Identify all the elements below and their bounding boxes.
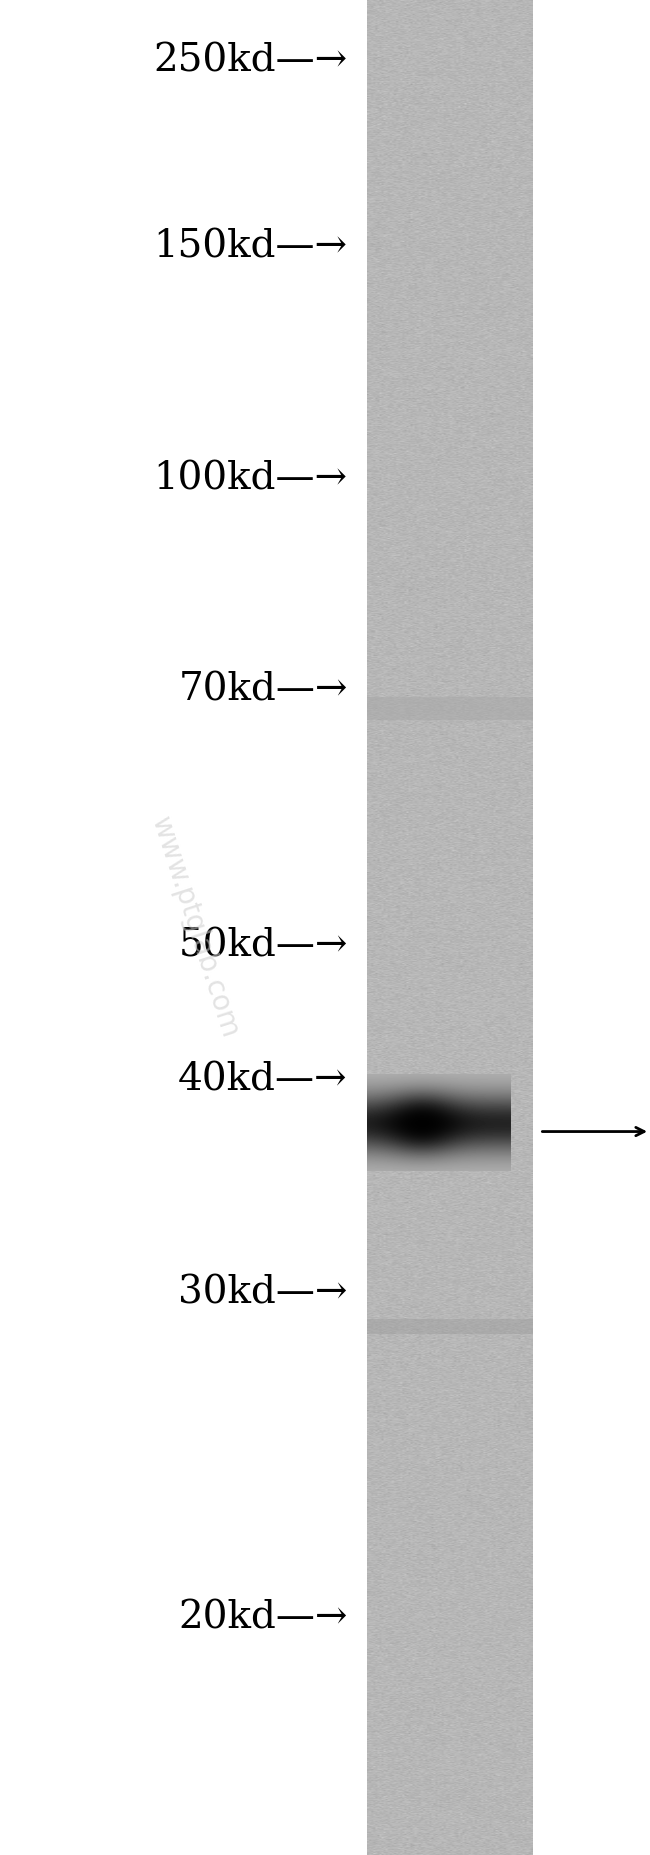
Text: www.ptglab.com: www.ptglab.com <box>146 812 244 1043</box>
Text: 250kd—→: 250kd—→ <box>153 43 348 80</box>
Text: 30kd—→: 30kd—→ <box>178 1274 348 1311</box>
Text: 40kd—→: 40kd—→ <box>178 1061 348 1098</box>
Text: 150kd—→: 150kd—→ <box>153 228 348 265</box>
Text: 70kd—→: 70kd—→ <box>178 672 348 709</box>
Text: 100kd—→: 100kd—→ <box>153 460 348 497</box>
Text: 50kd—→: 50kd—→ <box>178 928 348 965</box>
Text: 20kd—→: 20kd—→ <box>178 1599 348 1636</box>
